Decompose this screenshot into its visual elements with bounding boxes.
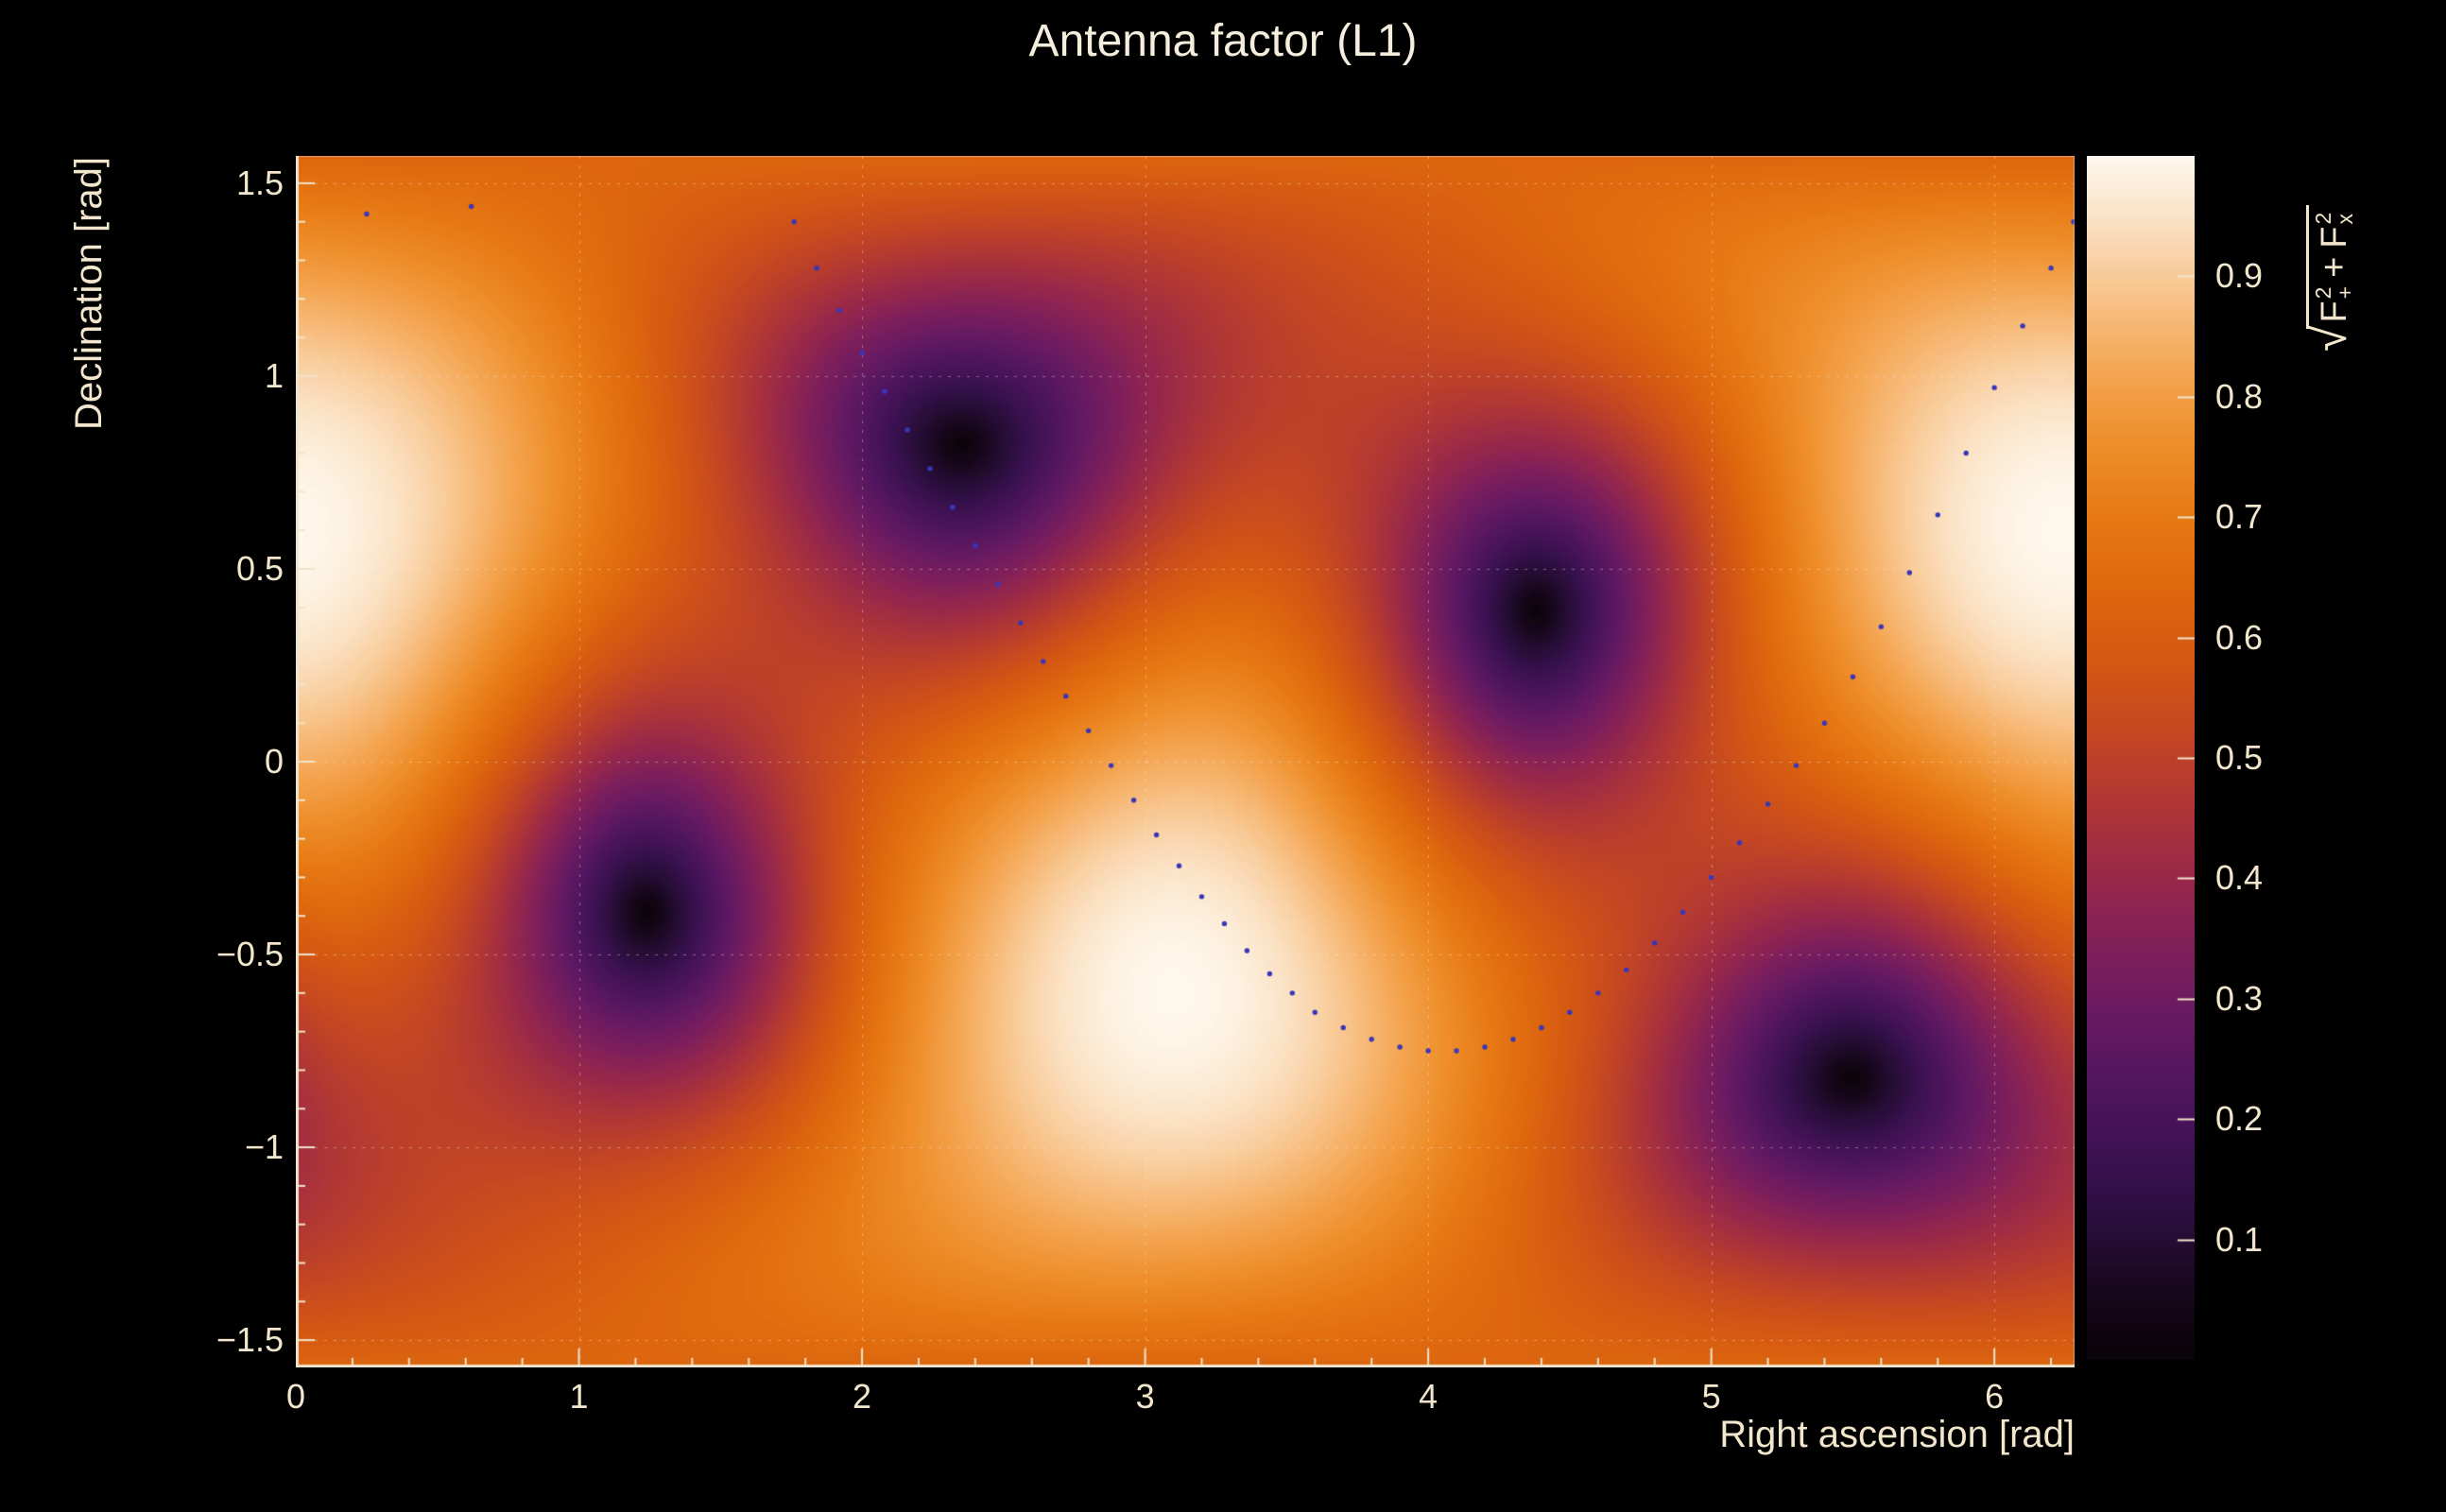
x-tick-label: 4 xyxy=(1419,1377,1438,1416)
term-base: F xyxy=(2314,301,2354,323)
x-tick-label: 3 xyxy=(1135,1377,1155,1416)
formula-term: F 2 + xyxy=(2311,285,2358,323)
y-tick-label: 1 xyxy=(264,355,284,395)
y-tick-label: 0.5 xyxy=(235,548,284,588)
colorbar-title-formula: F 2 + + F 2 x xyxy=(2306,204,2358,329)
term-subscript: + xyxy=(2333,285,2358,300)
radical-sign-icon: √ xyxy=(2303,325,2356,352)
term-scripts: 2 + xyxy=(2311,285,2358,300)
x-tick-label: 2 xyxy=(853,1377,872,1416)
colorbar-tick-label: 0.4 xyxy=(2215,858,2264,898)
colorbar-tick-label: 0.5 xyxy=(2215,738,2264,777)
x-tick-label: 0 xyxy=(285,1377,306,1416)
y-tick-label: −1.5 xyxy=(215,1320,284,1360)
y-tick-label: −0.5 xyxy=(215,935,284,974)
colorbar-canvas xyxy=(2087,156,2195,1360)
x-tick-label: 1 xyxy=(569,1377,589,1416)
heatmap-canvas xyxy=(296,156,2075,1367)
term-base: F xyxy=(2314,226,2354,249)
colorbar-tick-label: 0.1 xyxy=(2215,1219,2264,1259)
colorbar-tick-label: 0.8 xyxy=(2215,376,2264,416)
y-tick-label: −1 xyxy=(244,1127,284,1167)
y-tick-label: 1.5 xyxy=(235,163,284,202)
colorbar-tick-label: 0.7 xyxy=(2215,497,2264,537)
plot-title: Antenna factor (L1) xyxy=(1028,16,1418,66)
colorbar-title: √ F 2 + + F 2 x xyxy=(2303,204,2358,352)
y-tick-label: 0 xyxy=(264,742,284,781)
x-tick-label: 6 xyxy=(1985,1377,2005,1416)
x-axis-title: Right ascension [rad] xyxy=(1719,1414,2075,1455)
colorbar-tick-label: 0.6 xyxy=(2215,617,2264,657)
term-superscript: 2 xyxy=(2311,286,2335,300)
colorbar-tick-label: 0.3 xyxy=(2215,978,2264,1018)
term-superscript: 2 xyxy=(2311,212,2335,225)
plus-sign: + xyxy=(2314,256,2354,278)
x-tick-label: 5 xyxy=(1701,1377,1721,1416)
y-axis-title: Declination [rad] xyxy=(68,156,110,430)
colorbar-tick-label: 0.2 xyxy=(2215,1099,2264,1139)
term-subscript: x xyxy=(2333,213,2358,225)
colorbar-tick-label: 0.9 xyxy=(2215,256,2264,296)
